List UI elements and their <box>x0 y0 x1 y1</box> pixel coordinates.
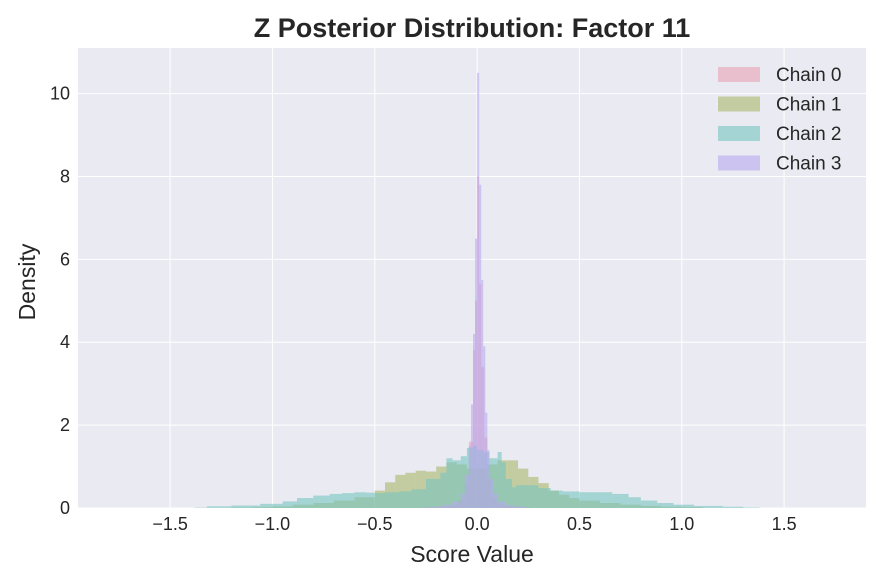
histogram-bar <box>516 485 539 508</box>
chart-title: Z Posterior Distribution: Factor 11 <box>254 13 691 43</box>
histogram-bar <box>423 507 437 508</box>
y-tick-label: 8 <box>60 166 70 186</box>
histogram-bar <box>579 492 596 508</box>
histogram-bar <box>513 506 527 508</box>
histogram-bar <box>366 492 375 508</box>
histogram-bar <box>511 487 517 508</box>
histogram-bar <box>297 498 314 508</box>
legend-label: Chain 2 <box>776 124 842 145</box>
histogram-bar <box>329 493 343 508</box>
histogram-bar <box>231 505 261 508</box>
histogram-bar <box>563 491 580 508</box>
histogram-bar <box>354 492 367 508</box>
histogram-bar <box>485 412 488 508</box>
histogram-bar <box>444 504 453 508</box>
histogram-bar <box>436 506 445 508</box>
x-tick-label: −1.0 <box>255 514 291 534</box>
histogram-bar <box>460 493 465 508</box>
histogram-bar <box>385 492 400 508</box>
histogram-bar <box>440 472 447 508</box>
histogram-bar <box>206 506 232 508</box>
histogram-bar <box>501 462 506 508</box>
x-axis-title: Score Value <box>410 541 534 567</box>
histogram-bar <box>405 472 416 508</box>
histogram-bar <box>479 184 482 508</box>
series-3 <box>423 72 527 509</box>
histogram-bar <box>425 478 441 508</box>
histogram-bar <box>493 493 498 508</box>
histogram-bar <box>399 491 412 508</box>
y-tick-label: 6 <box>60 249 70 269</box>
histogram-bar <box>505 478 512 508</box>
y-tick-label: 10 <box>50 84 70 104</box>
histogram-bar <box>640 500 658 508</box>
x-tick-label: 0.5 <box>567 514 592 534</box>
x-tick-label: −1.5 <box>152 514 188 534</box>
histogram-bar <box>342 493 355 508</box>
histogram-bar <box>475 238 478 509</box>
histogram-bar <box>452 460 461 508</box>
histogram-bar <box>722 506 744 508</box>
legend: Chain 0 Chain 1 Chain 2 Chain 3 <box>718 65 842 175</box>
histogram-bar <box>694 505 723 508</box>
histogram-bar <box>538 488 551 508</box>
histogram-bar <box>473 333 476 508</box>
legend-swatch <box>718 155 760 171</box>
histogram-bar <box>452 501 461 508</box>
histogram-bar <box>628 497 641 508</box>
legend-label: Chain 0 <box>776 65 842 86</box>
histogram-bar <box>313 495 330 508</box>
histogram-bars <box>194 72 760 509</box>
histogram-bar <box>460 456 467 508</box>
histogram-bar <box>464 474 469 508</box>
histogram-bar <box>673 504 695 508</box>
histogram-bar <box>550 490 564 508</box>
x-tick-label: 0.0 <box>465 514 490 534</box>
histogram-bar <box>657 503 674 508</box>
histogram-bar <box>395 474 406 508</box>
histogram-bar <box>595 492 613 508</box>
y-tick-label: 4 <box>60 332 70 352</box>
x-tick-labels: −1.5 −1.0 −0.5 0.0 0.5 1.0 1.5 <box>152 514 796 534</box>
legend-swatch <box>718 96 760 112</box>
y-tick-labels: 0 2 4 6 8 10 <box>50 84 70 518</box>
histogram-bar <box>612 493 629 508</box>
histogram-bar <box>505 505 514 508</box>
histogram-bar <box>260 503 283 508</box>
x-tick-label: −0.5 <box>357 514 393 534</box>
y-tick-label: 0 <box>60 498 70 518</box>
y-axis-title: Density <box>14 243 40 320</box>
histogram-bar <box>477 72 480 508</box>
histogram-bar <box>282 501 298 508</box>
y-tick-label: 2 <box>60 415 70 435</box>
histogram-bar <box>411 489 426 508</box>
legend-label: Chain 3 <box>776 154 842 175</box>
histogram-bar <box>489 478 494 508</box>
legend-swatch <box>718 126 760 141</box>
histogram-bar <box>468 445 471 508</box>
histogram-bar <box>374 493 386 508</box>
x-tick-label: 1.0 <box>669 514 694 534</box>
legend-swatch <box>718 67 760 82</box>
x-tick-label: 1.5 <box>772 514 797 534</box>
histogram-bar <box>487 449 490 508</box>
histogram-bar <box>446 458 453 508</box>
histogram-bar <box>507 460 519 508</box>
histogram-bar <box>483 346 486 508</box>
histogram-bar <box>470 404 474 508</box>
histogram-bar <box>497 501 506 508</box>
histogram-bar <box>481 280 484 508</box>
legend-label: Chain 1 <box>776 95 842 116</box>
histogram-bar <box>497 452 502 508</box>
